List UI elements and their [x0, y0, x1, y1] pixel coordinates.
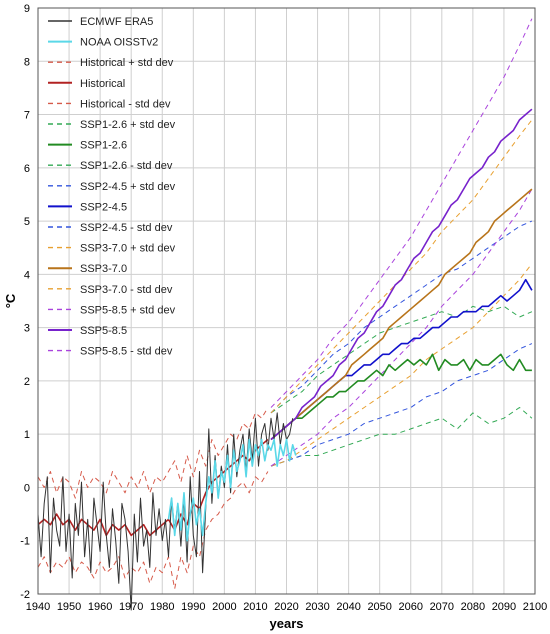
- x-tick-label: 1980: [150, 601, 174, 613]
- legend-label: SSP1-2.6: [80, 140, 127, 152]
- y-tick-label: -2: [20, 589, 30, 601]
- x-tick-label: 1960: [88, 601, 112, 613]
- x-axis-title: years: [270, 616, 304, 631]
- x-tick-label: 2040: [336, 601, 360, 613]
- y-tick-label: 9: [24, 3, 30, 15]
- series-line-ssp5-8-5-std-dev: [270, 188, 533, 467]
- legend-label: SSP3-7.0 + std dev: [80, 243, 176, 255]
- legend-label: SSP5-8.5 - std dev: [80, 346, 173, 358]
- legend-label: SSP5-8.5 + std dev: [80, 304, 176, 316]
- y-tick-label: 2: [24, 376, 30, 388]
- legend-label: SSP3-7.0: [80, 263, 127, 275]
- x-tick-label: 2020: [274, 601, 298, 613]
- legend-label: SSP2-4.5: [80, 201, 127, 213]
- legend-label: NOAA OISSTv2: [80, 37, 158, 49]
- y-tick-label: 1: [24, 429, 30, 441]
- legend-label: SSP2-4.5 - std dev: [80, 222, 173, 234]
- x-tick-label: 2070: [430, 601, 454, 613]
- x-tick-label: 2100: [523, 601, 547, 613]
- series-line-ssp1-2-6-std-dev: [270, 407, 533, 467]
- x-tick-label: 1970: [119, 601, 143, 613]
- x-tick-label: 2080: [461, 601, 485, 613]
- x-tick-label: 2060: [399, 601, 423, 613]
- series-line-ssp5-8-5-std-dev: [270, 18, 533, 408]
- series-line-ssp5-8-5: [270, 108, 533, 441]
- x-tick-label: 2030: [305, 601, 329, 613]
- y-tick-label: 7: [24, 110, 30, 122]
- y-tick-label: 3: [24, 323, 30, 335]
- series-line-ssp3-7-0-std-dev: [270, 263, 533, 467]
- series-line-ssp2-4-5-std-dev: [270, 343, 533, 467]
- series-line-ssp2-4-5-std-dev: [270, 220, 533, 414]
- x-tick-label: 1950: [57, 601, 81, 613]
- x-axis: 1940 1950 1960 1970 1980 1990 2000 2010 2020 2030…: [26, 601, 547, 613]
- legend-label: SSP3-7.0 - std dev: [80, 284, 173, 296]
- y-tick-label: 4: [24, 269, 30, 281]
- y-axis-title: °C: [3, 293, 18, 308]
- x-tick-label: 2090: [492, 601, 516, 613]
- legend-label: SSP1-2.6 + std dev: [80, 119, 176, 131]
- y-tick-label: 6: [24, 163, 30, 175]
- plot-frame: [37, 7, 536, 595]
- x-tick-label: 1940: [26, 601, 50, 613]
- series-line-noaa-oisstv2: [167, 438, 297, 542]
- y-tick-label: 0: [24, 482, 30, 494]
- legend-label: SSP5-8.5: [80, 325, 127, 337]
- legend-label: ECMWF ERA5: [80, 16, 153, 28]
- legend-label: SSP2-4.5 + std dev: [80, 181, 176, 193]
- legend-label: Historical: [80, 78, 125, 90]
- legend-label: Historical + std dev: [80, 57, 174, 69]
- y-tick-label: 5: [24, 216, 30, 228]
- series-line-ssp1-2-6-std-dev: [270, 305, 533, 414]
- x-tick-label: 2050: [367, 601, 391, 613]
- legend: ECMWF ERA5 NOAA OISSTv2 Historical + std d…: [48, 16, 176, 358]
- series-line-ssp3-7-0: [270, 188, 533, 441]
- x-tick-label: 2000: [212, 601, 236, 613]
- series-line-ssp1-2-6: [270, 353, 532, 441]
- series-line-historical-std-dev: [37, 471, 269, 590]
- series-line-historical: [37, 438, 269, 537]
- series-group: [37, 18, 533, 611]
- x-tick-label: 1990: [181, 601, 205, 613]
- legend-label: SSP1-2.6 - std dev: [80, 160, 173, 172]
- series-line-ecmwf-era5: [37, 412, 294, 611]
- y-axis: -2 -1 0 1 2 3 4 5 6 7 8 9: [20, 3, 30, 601]
- legend-label: Historical - std dev: [80, 98, 171, 110]
- y-tick-label: 8: [24, 56, 30, 68]
- x-tick-label: 2010: [243, 601, 267, 613]
- y-tick-label: -1: [20, 536, 30, 548]
